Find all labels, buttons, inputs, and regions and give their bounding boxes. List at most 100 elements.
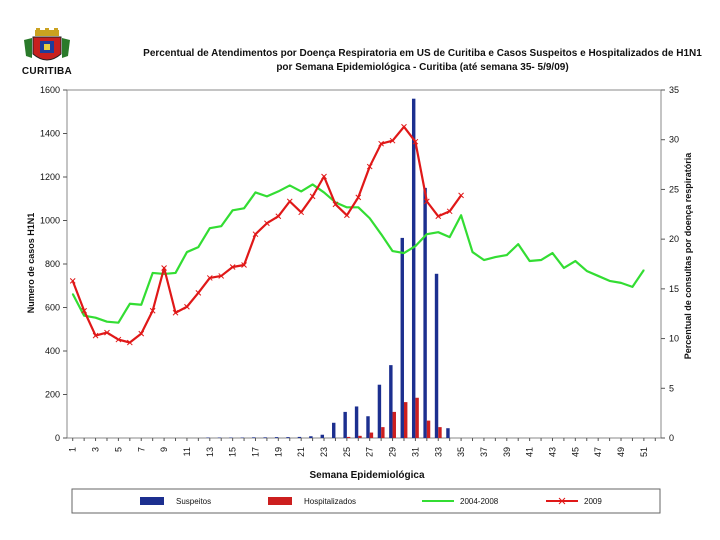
point-2004-2008 (391, 250, 394, 252)
legend-swatch (268, 497, 292, 505)
point-2004-2008 (494, 256, 496, 258)
y-tick-label: 600 (45, 303, 60, 313)
y2-tick-label: 25 (669, 184, 679, 194)
point-2004-2008 (471, 251, 474, 253)
point-2009 (309, 193, 316, 200)
point-2009 (126, 339, 133, 346)
legend-label: 2009 (584, 497, 602, 506)
x-tick-label: 9 (159, 447, 169, 452)
point-2004-2008 (631, 286, 634, 288)
point-2004-2008 (277, 190, 279, 193)
point-2004-2008 (529, 260, 531, 262)
y-tick-label: 1600 (40, 85, 60, 95)
bar-suspeitos (320, 434, 325, 438)
x-tick-label: 29 (388, 447, 398, 457)
y-tick-label: 1200 (40, 172, 60, 182)
x-tick-label: 5 (113, 447, 123, 452)
point-2004-2008 (483, 259, 485, 261)
bar-hospitalizados (358, 435, 362, 438)
point-2009 (264, 220, 270, 227)
point-2009 (423, 198, 430, 205)
point-2009 (389, 137, 396, 144)
point-2004-2008 (266, 195, 268, 197)
y2-tick-label: 35 (669, 85, 679, 95)
legend-label: 2004-2008 (460, 497, 499, 506)
point-2004-2008 (209, 227, 211, 229)
x-tick-label: 49 (616, 447, 626, 457)
point-2004-2008 (369, 217, 371, 219)
x-tick-label: 15 (228, 447, 238, 457)
x-tick-label: 39 (502, 447, 512, 457)
point-2004-2008 (620, 282, 622, 284)
bar-suspeitos (366, 416, 370, 438)
point-2004-2008 (574, 260, 576, 262)
point-2004-2008 (540, 259, 542, 261)
x-tick-label: 25 (342, 447, 352, 457)
x-tick-label: 47 (593, 447, 603, 457)
x-tick-label: 51 (639, 447, 649, 457)
bar-suspeitos (354, 406, 359, 438)
point-2009 (81, 307, 87, 314)
point-2004-2008 (346, 206, 348, 208)
point-2009 (366, 163, 373, 170)
point-2009 (206, 275, 213, 281)
curitiba-logo (14, 28, 80, 88)
x-tick-label: 19 (273, 447, 283, 457)
point-2004-2008 (437, 231, 439, 233)
x-tick-label: 35 (456, 447, 466, 457)
y2-tick-label: 15 (669, 284, 679, 294)
point-2004-2008 (289, 184, 291, 187)
point-2004-2008 (300, 190, 302, 193)
point-2004-2008 (380, 233, 382, 235)
bar-hospitalizados (346, 436, 351, 438)
point-2009 (332, 201, 339, 208)
point-2004-2008 (426, 233, 428, 235)
x-tick-label: 23 (319, 447, 329, 457)
point-2009 (149, 307, 156, 314)
x-tick-label: 43 (547, 447, 557, 457)
point-2009 (172, 309, 179, 316)
point-2004-2008 (254, 191, 257, 194)
point-2009 (275, 213, 282, 220)
x-tick-label: 13 (205, 447, 215, 457)
bar-hospitalizados (403, 402, 408, 438)
point-2004-2008 (220, 225, 222, 227)
bar-suspeitos (332, 422, 336, 438)
legend-swatch (140, 497, 164, 505)
point-2009 (378, 140, 384, 147)
point-2009 (138, 330, 145, 337)
point-2004-2008 (506, 254, 508, 256)
point-2009 (344, 212, 350, 219)
point-2009 (115, 336, 122, 343)
point-2004-2008 (414, 245, 417, 247)
bar-suspeitos (252, 437, 256, 438)
point-2009 (104, 329, 110, 336)
point-2009 (412, 138, 419, 145)
x-tick-label: 17 (250, 447, 260, 457)
y2-tick-label: 30 (669, 135, 679, 145)
bar-suspeitos (446, 428, 450, 438)
point-2004-2008 (460, 214, 462, 216)
y2-axis-label: Percentual de consultas por doença respi… (683, 152, 693, 360)
x-tick-label: 41 (525, 447, 535, 457)
y-tick-label: 1400 (40, 129, 60, 139)
point-2004-2008 (140, 304, 142, 306)
brand-name: CURITIBA (21, 66, 73, 77)
y-tick-label: 1000 (40, 216, 60, 226)
point-2004-2008 (403, 252, 405, 254)
y-axis-label: Numero de casos H1N1 (26, 213, 36, 314)
bar-hospitalizados (381, 427, 385, 438)
y-tick-label: 200 (45, 390, 60, 400)
legend-marker (558, 497, 566, 505)
coat-of-arms-icon (24, 28, 70, 61)
y2-tick-label: 10 (669, 334, 679, 344)
x-tick-label: 33 (433, 447, 443, 457)
bar-suspeitos (263, 437, 267, 438)
bar-hospitalizados (369, 432, 374, 438)
legend-label: Suspeitos (176, 497, 211, 506)
point-2009 (92, 332, 99, 339)
x-tick-label: 21 (296, 447, 306, 457)
bar-hospitalizados (392, 411, 396, 438)
point-2004-2008 (597, 275, 599, 277)
